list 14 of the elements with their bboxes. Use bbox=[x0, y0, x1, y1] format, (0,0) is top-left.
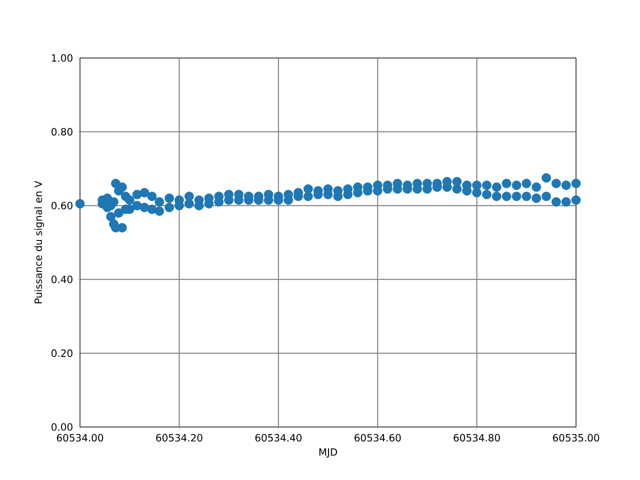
x-tick-label: 60534.80 bbox=[454, 434, 500, 442]
x-tick-label: 60534.40 bbox=[255, 434, 302, 442]
x-tick-label: 60535.00 bbox=[552, 434, 600, 442]
y-tick-label: 0.20 bbox=[52, 349, 72, 357]
x-tick-label: 60534.60 bbox=[354, 434, 401, 442]
y-tick-label: 0.40 bbox=[52, 276, 72, 284]
y-tick-label: 1.00 bbox=[52, 54, 72, 62]
y-tick-label: 0.00 bbox=[52, 423, 72, 431]
y-tick-label: 0.80 bbox=[52, 128, 72, 136]
x-tick-label: 60534.20 bbox=[156, 434, 202, 442]
x-axis-title: MJD bbox=[319, 448, 338, 458]
x-tick-label: 60534.00 bbox=[56, 434, 104, 442]
y-axis-title: Puissance du signal en V bbox=[34, 180, 44, 304]
y-tick-label: 0.60 bbox=[52, 202, 72, 210]
